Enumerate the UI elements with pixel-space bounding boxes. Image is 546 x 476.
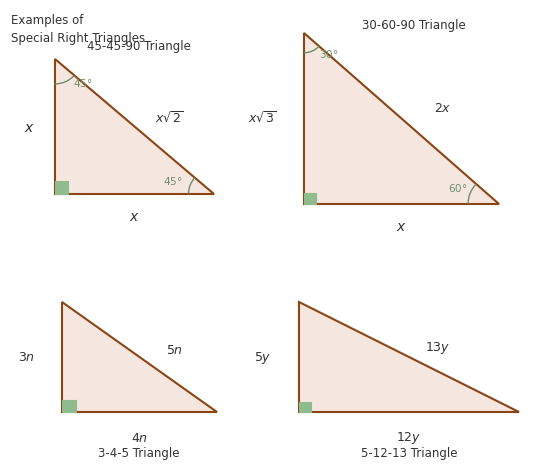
Text: $3n$: $3n$ (18, 351, 35, 364)
Text: $x\sqrt{2}$: $x\sqrt{2}$ (156, 111, 184, 126)
Text: $x$: $x$ (23, 120, 34, 134)
Polygon shape (55, 60, 215, 194)
Text: $13y$: $13y$ (425, 339, 450, 356)
Text: $x$: $x$ (129, 210, 140, 224)
Text: 5-12-13 Triangle: 5-12-13 Triangle (361, 446, 457, 459)
Text: $45°$: $45°$ (74, 77, 93, 89)
Text: $2x$: $2x$ (434, 102, 451, 115)
Polygon shape (62, 400, 76, 412)
Text: $12y$: $12y$ (396, 429, 422, 445)
Polygon shape (304, 193, 316, 205)
Polygon shape (299, 403, 311, 412)
Polygon shape (62, 303, 217, 412)
Text: 30-60-90 Triangle: 30-60-90 Triangle (362, 19, 466, 32)
Text: 45-45-90 Triangle: 45-45-90 Triangle (87, 40, 191, 53)
Text: $45°$: $45°$ (163, 175, 182, 187)
Text: $4n$: $4n$ (130, 431, 148, 444)
Text: $x$: $x$ (396, 220, 407, 234)
Text: $30°$: $30°$ (319, 48, 339, 60)
Text: 3-4-5 Triangle: 3-4-5 Triangle (98, 446, 180, 459)
Text: $5n$: $5n$ (166, 343, 183, 356)
Text: $x\sqrt{3}$: $x\sqrt{3}$ (248, 110, 277, 126)
Polygon shape (55, 182, 68, 194)
Text: $5y$: $5y$ (254, 349, 271, 365)
Polygon shape (299, 303, 519, 412)
Text: Examples of
Special Right Triangles: Examples of Special Right Triangles (11, 14, 145, 45)
Polygon shape (304, 34, 499, 205)
Text: $60°$: $60°$ (448, 181, 467, 193)
